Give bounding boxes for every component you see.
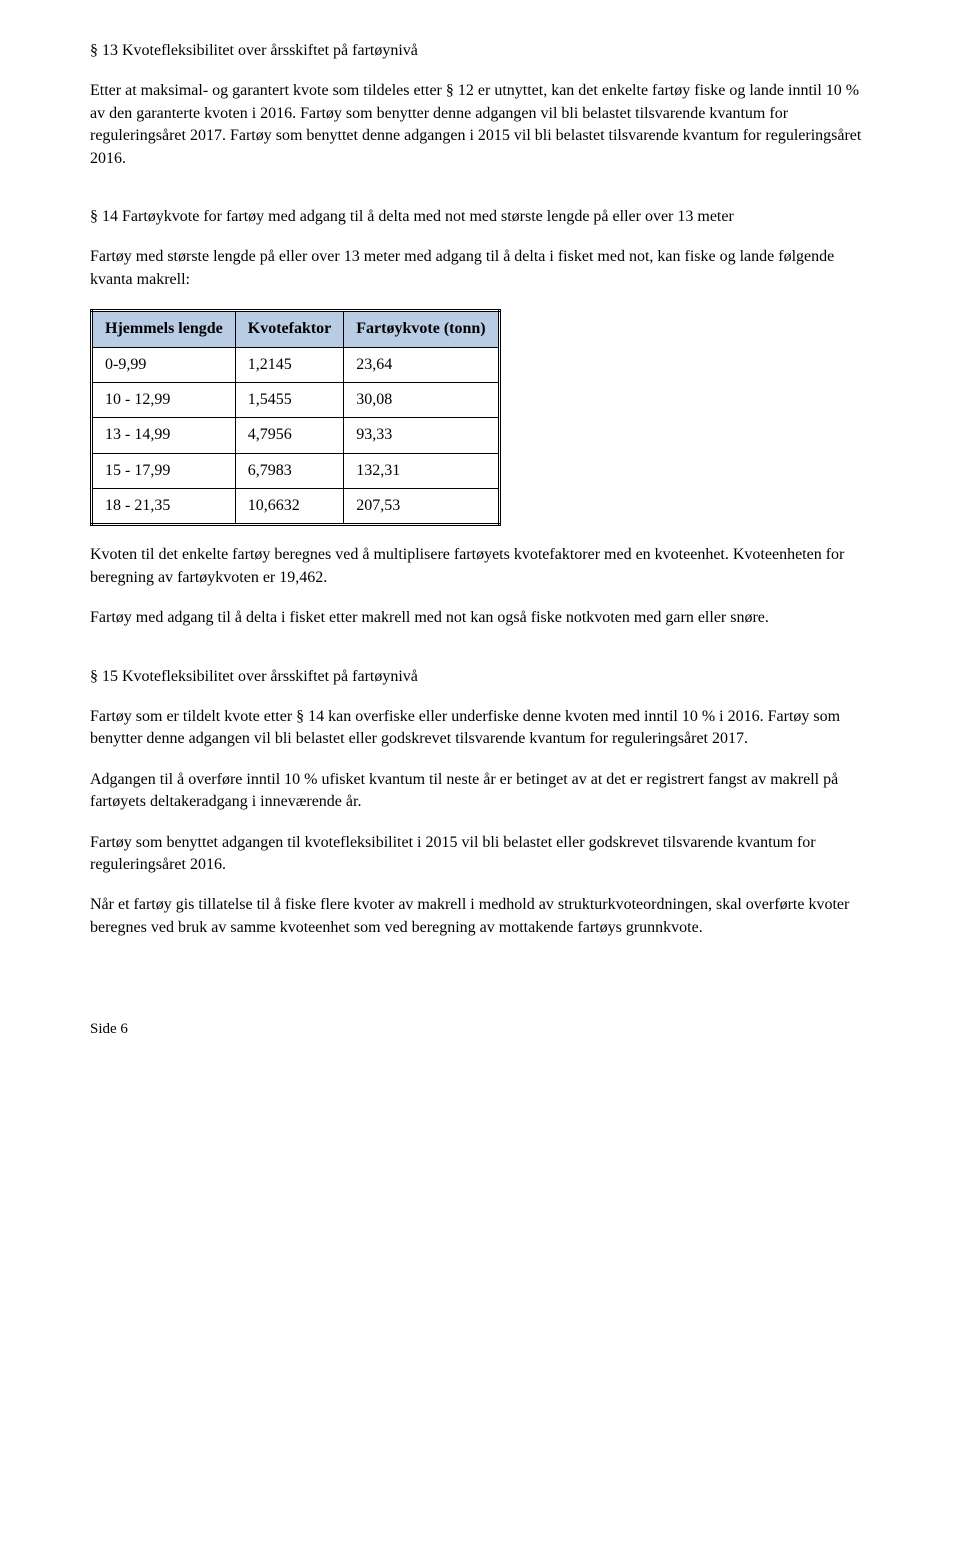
section-14-title: § 14 Fartøykvote for fartøy med adgang t…: [90, 206, 870, 228]
table-row: 13 - 14,99 4,7956 93,33: [92, 418, 500, 453]
section-15-p3: Fartøy som benyttet adgangen til kvotefl…: [90, 832, 870, 877]
cell: 13 - 14,99: [92, 418, 236, 453]
section-14-p3: Fartøy med adgang til å delta i fisket e…: [90, 607, 870, 629]
section-14-intro: Fartøy med største lengde på eller over …: [90, 246, 870, 291]
section-15-p4: Når et fartøy gis tillatelse til å fiske…: [90, 894, 870, 939]
cell: 93,33: [344, 418, 499, 453]
col-fartoykvote: Fartøykvote (tonn): [344, 311, 499, 347]
cell: 6,7983: [235, 453, 344, 488]
cell: 30,08: [344, 382, 499, 417]
table-row: 18 - 21,35 10,6632 207,53: [92, 489, 500, 525]
cell: 4,7956: [235, 418, 344, 453]
quota-table: Hjemmels lengde Kvotefaktor Fartøykvote …: [90, 309, 501, 526]
cell: 23,64: [344, 347, 499, 382]
table-row: 15 - 17,99 6,7983 132,31: [92, 453, 500, 488]
table-header-row: Hjemmels lengde Kvotefaktor Fartøykvote …: [92, 311, 500, 347]
section-14-p2: Kvoten til det enkelte fartøy beregnes v…: [90, 544, 870, 589]
page-footer: Side 6: [90, 1019, 870, 1040]
col-kvotefaktor: Kvotefaktor: [235, 311, 344, 347]
cell: 132,31: [344, 453, 499, 488]
table-row: 10 - 12,99 1,5455 30,08: [92, 382, 500, 417]
cell: 207,53: [344, 489, 499, 525]
table-row: 0-9,99 1,2145 23,64: [92, 347, 500, 382]
section-13-title: § 13 Kvotefleksibilitet over årsskiftet …: [90, 40, 870, 62]
cell: 10 - 12,99: [92, 382, 236, 417]
cell: 1,2145: [235, 347, 344, 382]
section-15-p2: Adgangen til å overføre inntil 10 % ufis…: [90, 769, 870, 814]
section-13-body: Etter at maksimal- og garantert kvote so…: [90, 80, 870, 170]
cell: 0-9,99: [92, 347, 236, 382]
cell: 15 - 17,99: [92, 453, 236, 488]
col-hjemmels-lengde: Hjemmels lengde: [92, 311, 236, 347]
cell: 18 - 21,35: [92, 489, 236, 525]
section-15-p1: Fartøy som er tildelt kvote etter § 14 k…: [90, 706, 870, 751]
cell: 10,6632: [235, 489, 344, 525]
cell: 1,5455: [235, 382, 344, 417]
section-15-title: § 15 Kvotefleksibilitet over årsskiftet …: [90, 666, 870, 688]
